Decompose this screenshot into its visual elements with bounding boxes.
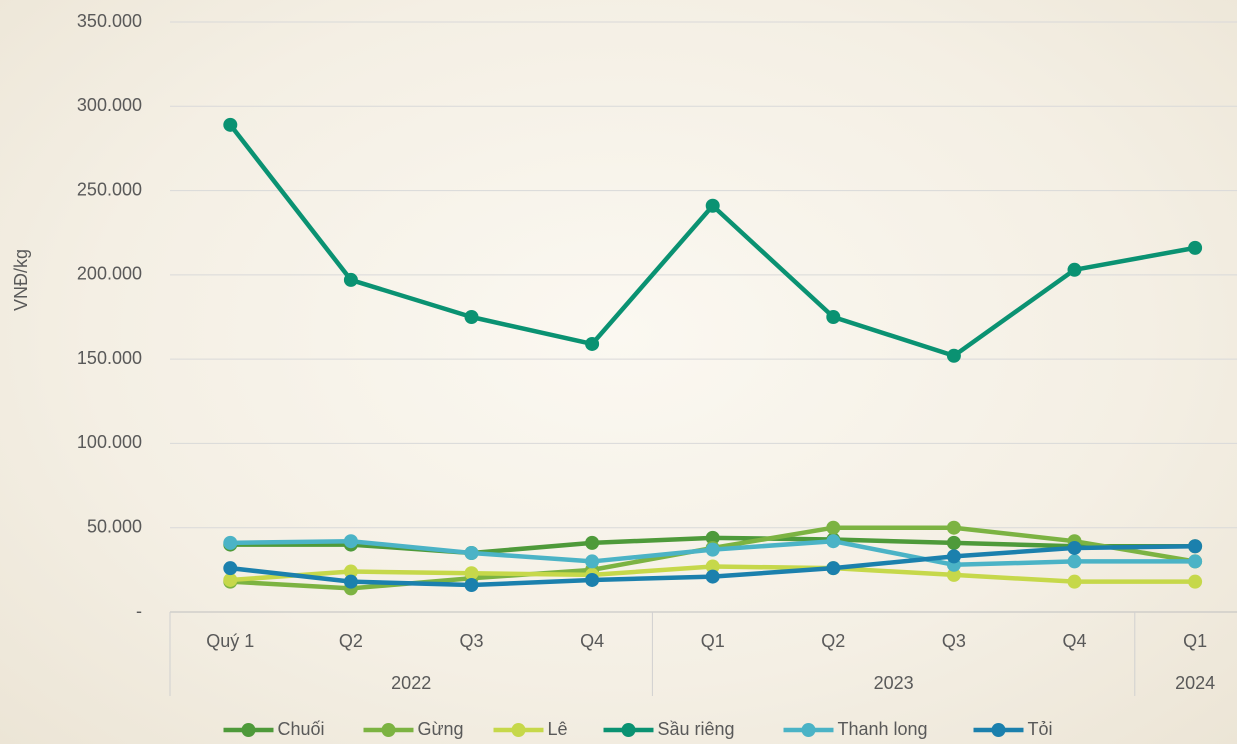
data-point [1067,554,1082,569]
y-tick-label: 50.000 [87,516,142,536]
x-group-label: 2022 [391,673,431,693]
y-tick-label: 300.000 [77,95,142,115]
y-axis-label: VNĐ/kg [11,249,31,311]
y-tick-label: 150.000 [77,348,142,368]
legend-label: Thanh long [838,719,928,739]
legend-label: Gừng [418,719,464,739]
x-tick-label: Q3 [942,631,966,651]
x-tick-label: Q1 [1183,631,1207,651]
data-point [1067,574,1082,589]
data-point [826,561,841,576]
data-point [705,542,720,557]
data-point [1188,240,1203,255]
x-tick-label: Q2 [339,631,363,651]
legend-marker [381,723,396,737]
data-point [223,535,238,550]
x-tick-label: Q3 [459,631,483,651]
y-tick-label: - [136,601,142,621]
data-point [826,534,841,549]
data-point [946,535,961,550]
data-point [464,578,479,593]
data-point [464,310,479,324]
data-point [826,310,841,324]
data-point [223,117,238,132]
x-tick-label: Q2 [821,631,845,651]
x-tick-label: Q4 [1062,631,1086,651]
data-point [705,559,720,574]
data-point [946,567,961,582]
data-point [946,520,961,535]
y-tick-label: 350.000 [77,11,142,31]
legend-marker [991,723,1006,737]
legend-marker [801,723,816,737]
legend-label: Tỏi [1028,719,1053,739]
y-tick-label: 100.000 [77,432,142,452]
data-point [585,336,600,351]
data-point [343,534,358,549]
data-point [343,564,358,579]
data-point [343,574,358,589]
x-tick-label: Q4 [580,631,604,651]
legend-marker [621,723,636,737]
data-point [585,554,600,569]
data-point [585,572,600,587]
data-point [464,566,479,581]
data-point [585,535,600,550]
y-tick-label: 250.000 [77,179,142,199]
data-point [705,198,720,213]
data-point [1067,262,1082,277]
data-point [1067,540,1082,555]
x-group-label: 2024 [1175,673,1215,693]
legend-label: Chuối [278,719,325,739]
x-tick-label: Q1 [701,631,725,651]
legend-marker [241,723,256,737]
data-point [946,549,961,564]
data-point [464,546,479,560]
data-point [1188,574,1203,589]
x-group-label: 2023 [874,673,914,693]
data-point [705,530,720,545]
series-line [228,123,1196,359]
x-tick-label: Quý 1 [206,631,254,651]
data-point [1188,554,1203,569]
data-point [705,569,720,584]
data-point [223,561,238,576]
data-point [826,520,841,535]
legend-marker [511,723,526,737]
y-tick-label: 200.000 [77,264,142,284]
data-point [946,348,961,363]
legend-label: Sầu riêng [658,719,735,739]
data-point [1188,539,1203,554]
data-point [223,572,238,587]
data-point [343,272,358,287]
legend-label: Lê [548,719,568,739]
